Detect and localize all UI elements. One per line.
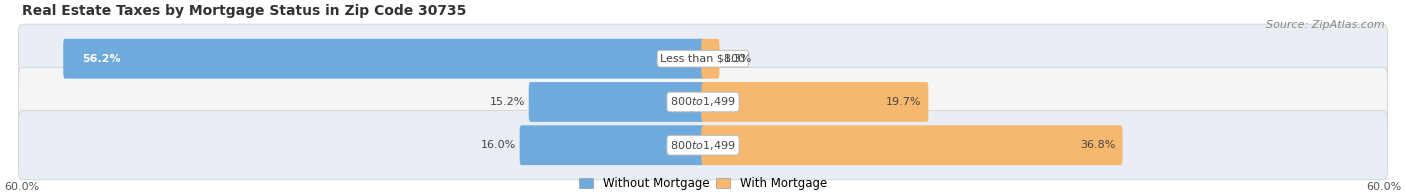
FancyBboxPatch shape bbox=[702, 39, 720, 79]
Text: Less than $800: Less than $800 bbox=[661, 54, 745, 64]
FancyBboxPatch shape bbox=[18, 111, 1388, 180]
FancyBboxPatch shape bbox=[702, 125, 1122, 165]
Text: 15.2%: 15.2% bbox=[489, 97, 524, 107]
FancyBboxPatch shape bbox=[18, 24, 1388, 93]
FancyBboxPatch shape bbox=[63, 39, 704, 79]
Text: 19.7%: 19.7% bbox=[886, 97, 921, 107]
Text: $800 to $1,499: $800 to $1,499 bbox=[671, 139, 735, 152]
Text: 56.2%: 56.2% bbox=[82, 54, 121, 64]
Text: Real Estate Taxes by Mortgage Status in Zip Code 30735: Real Estate Taxes by Mortgage Status in … bbox=[21, 4, 467, 18]
Text: 36.8%: 36.8% bbox=[1080, 140, 1115, 150]
Text: 1.3%: 1.3% bbox=[724, 54, 752, 64]
FancyBboxPatch shape bbox=[18, 67, 1388, 137]
Text: $800 to $1,499: $800 to $1,499 bbox=[671, 95, 735, 108]
Legend: Without Mortgage, With Mortgage: Without Mortgage, With Mortgage bbox=[579, 177, 827, 190]
FancyBboxPatch shape bbox=[529, 82, 704, 122]
Text: 16.0%: 16.0% bbox=[481, 140, 516, 150]
FancyBboxPatch shape bbox=[702, 82, 928, 122]
Text: Source: ZipAtlas.com: Source: ZipAtlas.com bbox=[1267, 20, 1385, 30]
FancyBboxPatch shape bbox=[520, 125, 704, 165]
